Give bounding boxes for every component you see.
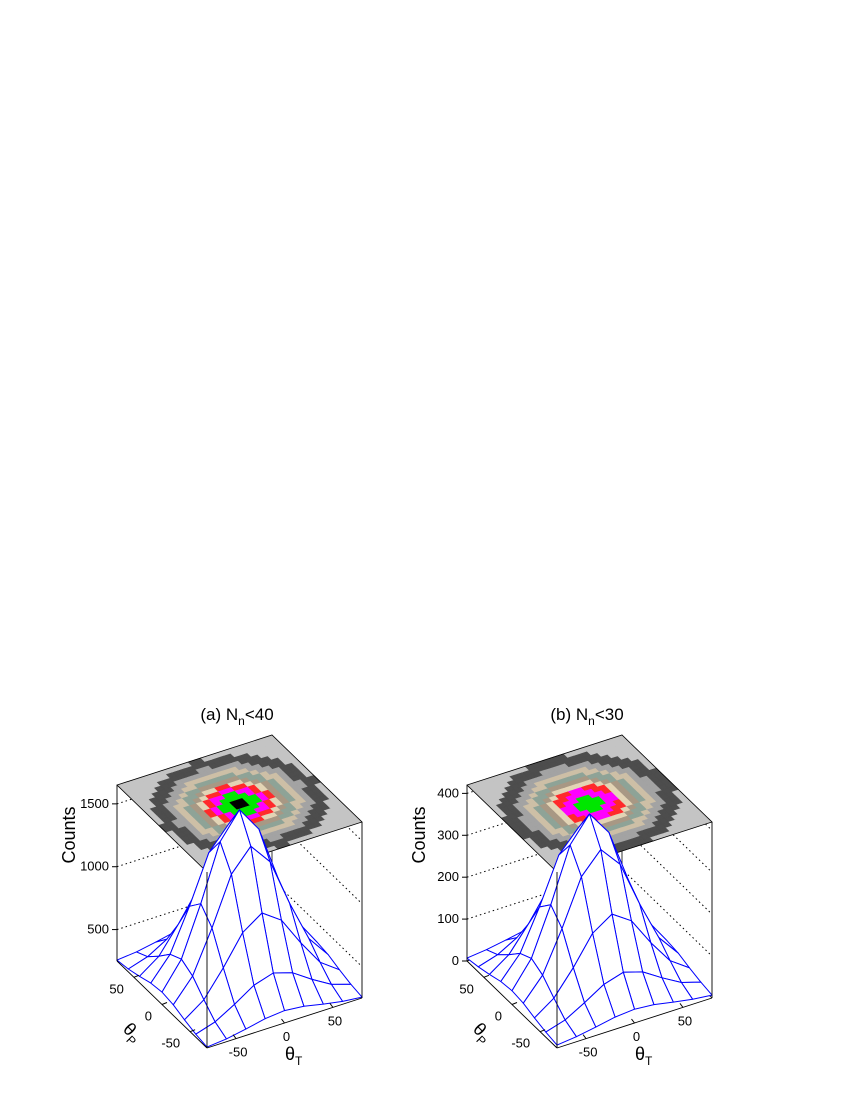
box-top	[116, 734, 363, 873]
y-tick-label: 0	[495, 1009, 502, 1024]
z-axis-title: Counts	[409, 806, 429, 863]
x-tick	[679, 1003, 684, 1008]
label-sub: n	[588, 714, 595, 728]
label-main: θ	[285, 1044, 295, 1064]
label-main: (a) N	[200, 705, 238, 724]
surface-cell	[545, 1019, 577, 1046]
label-sub: n	[238, 714, 245, 728]
z-tick-label: 0	[452, 953, 459, 968]
label-tail: <30	[595, 705, 624, 724]
label: θT	[635, 1044, 653, 1068]
z-tick-label: 1000	[80, 859, 109, 874]
z-axis-title: Counts	[59, 806, 79, 863]
x-tick-label: 0	[283, 1029, 290, 1044]
y-tick-label: 50	[109, 981, 123, 996]
label-sub: T	[295, 1054, 303, 1068]
x-tick-label: 0	[633, 1029, 640, 1044]
y-tick	[483, 974, 490, 978]
z-tick-label: 300	[437, 827, 459, 842]
y-tick-label: 50	[459, 981, 473, 996]
x-tick	[631, 1018, 635, 1024]
x-tick-label: 50	[328, 1013, 342, 1028]
y-tick	[161, 1002, 168, 1005]
box-top	[466, 734, 713, 873]
y-tick	[189, 1029, 196, 1033]
z-tick-label: 100	[437, 911, 459, 926]
x-tick	[582, 1034, 587, 1039]
label-tail: <40	[245, 705, 274, 724]
label-main: (b) N	[550, 705, 588, 724]
label: (a) Nn<40	[200, 705, 273, 728]
x-tick	[329, 1003, 334, 1008]
surface-cell	[195, 1021, 227, 1048]
y-tick-label: -50	[161, 1036, 180, 1051]
x-tick-label: -50	[229, 1045, 248, 1060]
x-tick	[281, 1018, 285, 1024]
label: θP	[466, 1019, 496, 1049]
label-main: θ	[635, 1044, 645, 1064]
x-tick-label: -50	[579, 1045, 598, 1060]
y-tick	[511, 1002, 518, 1005]
z-tick-label: 400	[437, 785, 459, 800]
y-tick-label: -50	[511, 1036, 530, 1051]
z-tick-label: 1500	[80, 796, 109, 811]
x-tick	[232, 1034, 237, 1039]
z-tick-label: 200	[437, 869, 459, 884]
label: (b) Nn<30	[550, 705, 623, 728]
label: θT	[285, 1044, 303, 1068]
label: θP	[116, 1019, 146, 1049]
chart: 500 1000 1500 -50 0 50 -50 0 50 (a) Nn<40 Counts θT…	[59, 705, 363, 1068]
z-tick-label: 500	[87, 922, 109, 937]
y-tick	[133, 974, 140, 978]
x-tick-label: 50	[678, 1013, 692, 1028]
y-tick	[539, 1029, 546, 1033]
y-tick-label: 0	[145, 1009, 152, 1024]
label-sub: T	[645, 1054, 653, 1068]
